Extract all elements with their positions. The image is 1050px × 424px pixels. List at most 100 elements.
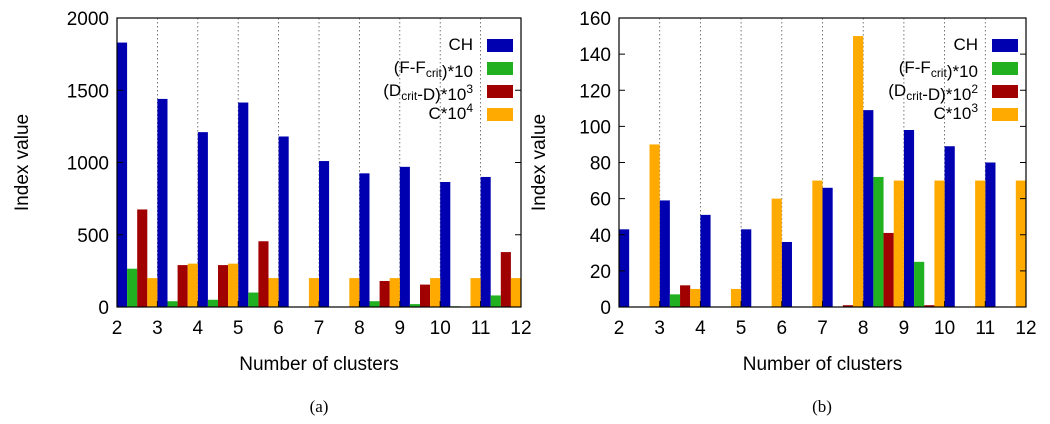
- legend-entry: (F-Fcrit)*10: [899, 58, 978, 81]
- bar-c-10-4-11: [510, 278, 521, 307]
- bar-ch-7: [319, 161, 330, 307]
- legend-swatch: [487, 39, 513, 52]
- y-tick-label: 100: [579, 117, 611, 138]
- x-tick-label: 10: [934, 318, 955, 339]
- bar-c-10-4-8: [389, 278, 400, 307]
- legend-swatch: [487, 108, 513, 121]
- y-tick-label: 0: [98, 298, 109, 319]
- bar-ch-2: [117, 42, 128, 307]
- bar--f-fcrit-10-4: [207, 299, 218, 307]
- x-tick-label: 5: [233, 318, 244, 339]
- x-tick-label: 11: [471, 318, 491, 339]
- y-tick-label: 40: [590, 226, 611, 247]
- bar--dcrit-d-10-2-3: [680, 285, 691, 307]
- x-tick-label: 6: [777, 318, 788, 339]
- bar--f-fcrit-10-8: [369, 301, 380, 307]
- x-tick-label: 12: [510, 318, 531, 339]
- x-tick-label: 12: [1015, 318, 1036, 339]
- legend-entry: CH: [448, 35, 473, 54]
- legend-swatch: [992, 39, 1018, 52]
- bar-c-10-3-8: [893, 180, 904, 307]
- y-tick-label: 1500: [67, 81, 109, 102]
- legend-swatch: [487, 62, 513, 75]
- bar--dcrit-d-10-2-7: [842, 305, 854, 307]
- x-tick-label: 9: [899, 318, 910, 339]
- bar-c-10-3-11: [1015, 180, 1026, 307]
- legend-swatch: [992, 108, 1018, 121]
- bar-ch-6: [278, 136, 289, 307]
- y-tick-label: 1000: [67, 154, 109, 175]
- x-tick-label: 11: [975, 318, 995, 339]
- y-tick-label: 0: [600, 298, 611, 319]
- bar-c-10-3-10: [975, 180, 986, 307]
- bar--f-fcrit-10-9: [409, 304, 420, 307]
- bar-c-10-3-5: [771, 198, 782, 307]
- legend-entry: (Dcrit-D)*102: [888, 81, 978, 104]
- legend-entry: (Dcrit-D)*103: [383, 81, 473, 104]
- bar-ch-7: [822, 187, 833, 307]
- bar-c-10-3-9: [934, 180, 945, 307]
- bar-c-10-3-7: [853, 36, 864, 307]
- bar-c-10-4-3: [187, 263, 198, 307]
- bar-ch-4: [197, 132, 208, 307]
- bar--f-fcrit-10-9: [914, 261, 925, 307]
- x-tick-label: 7: [314, 318, 325, 339]
- bar--dcrit-d-10-3-11: [500, 252, 511, 307]
- bar-c-10-3-3: [690, 288, 701, 307]
- bar--dcrit-d-10-3-9: [420, 284, 431, 307]
- chart-panel-b: 0 20 40 60 80 100 120 140 160 2 3 4 5 6 7 8 9 10 11 12 Numbe…: [529, 9, 1037, 416]
- y-tick-label: 20: [590, 262, 611, 283]
- legend-entry: C*103: [934, 101, 979, 123]
- bar-ch-11: [480, 176, 491, 307]
- bar--dcrit-d-10-3-4: [218, 265, 229, 307]
- bar-c-10-4-6: [308, 278, 319, 307]
- bar-c-10-4-9: [430, 278, 441, 307]
- bar-ch-5: [741, 229, 752, 307]
- bar-ch-8: [863, 110, 874, 308]
- bar-c-10-4-5: [268, 278, 279, 307]
- bar-c-10-3-4: [730, 288, 742, 307]
- bar--dcrit-d-10-3-2: [137, 209, 148, 307]
- bar--f-fcrit-10-11: [490, 295, 501, 307]
- bar-ch-8: [359, 173, 370, 307]
- x-tick-label: 2: [614, 318, 625, 339]
- x-tick-label: 2: [112, 318, 123, 339]
- x-axis-label: Number of clusters: [239, 354, 398, 375]
- bar-c-10-3-6: [812, 180, 823, 307]
- x-tick-label: 8: [858, 318, 869, 339]
- x-tick-label: 4: [695, 318, 706, 339]
- legend-entry: C*104: [429, 101, 474, 123]
- chart-panel-a: 0 500 1000 1500 2000 2 3 4 5 6 7 8 9 10 11 12 Number of …: [12, 9, 532, 416]
- y-tick-label: 140: [579, 45, 611, 66]
- bar-ch-5: [238, 102, 249, 307]
- bar-ch-2: [619, 229, 630, 307]
- bar--dcrit-d-10-3-8: [379, 280, 390, 307]
- x-tick-label: 5: [736, 318, 747, 339]
- y-tick-label: 2000: [67, 9, 109, 30]
- legend-entry: CH: [953, 35, 978, 54]
- bar-c-10-4-7: [349, 278, 360, 307]
- bar-ch-10: [944, 146, 955, 307]
- bar--f-fcrit-10-3: [167, 301, 178, 307]
- x-tick-label: 7: [817, 318, 828, 339]
- bar--dcrit-d-10-3-5: [258, 241, 269, 307]
- bar-ch-3: [659, 200, 670, 307]
- bar--f-fcrit-10-8: [873, 176, 884, 307]
- x-tick-label: 4: [193, 318, 204, 339]
- panel-caption: (a): [310, 397, 329, 416]
- y-axis-label: Index value: [529, 114, 550, 211]
- x-tick-label: 10: [430, 318, 451, 339]
- bar-ch-10: [440, 182, 451, 307]
- bar--dcrit-d-10-3-3: [177, 265, 188, 307]
- y-tick-label: 500: [77, 226, 109, 247]
- bar-ch-11: [985, 162, 996, 307]
- bar--dcrit-d-10-2-9: [924, 305, 935, 307]
- legend-entry: (F-Fcrit)*10: [394, 58, 473, 81]
- x-tick-label: 9: [395, 318, 406, 339]
- x-tick-label: 3: [152, 318, 163, 339]
- bar--f-fcrit-10-5: [248, 292, 259, 307]
- bar-ch-9: [903, 129, 915, 307]
